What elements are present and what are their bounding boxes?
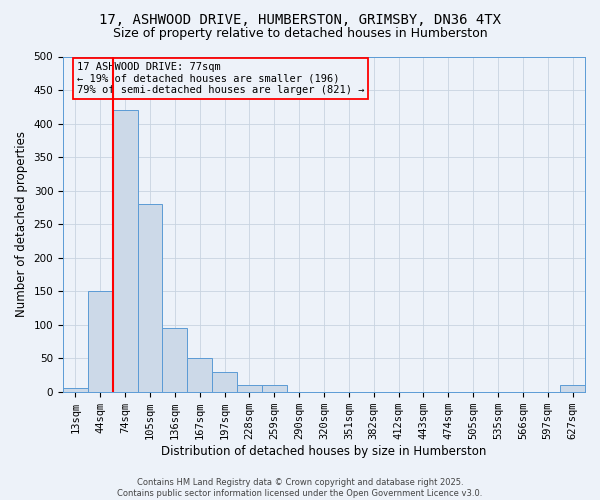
X-axis label: Distribution of detached houses by size in Humberston: Distribution of detached houses by size … xyxy=(161,444,487,458)
Bar xyxy=(262,385,287,392)
Bar xyxy=(137,204,163,392)
Bar xyxy=(88,291,113,392)
Bar xyxy=(63,388,88,392)
Bar xyxy=(163,328,187,392)
Text: Size of property relative to detached houses in Humberston: Size of property relative to detached ho… xyxy=(113,28,487,40)
Y-axis label: Number of detached properties: Number of detached properties xyxy=(15,131,28,317)
Bar xyxy=(113,110,137,392)
Text: Contains HM Land Registry data © Crown copyright and database right 2025.
Contai: Contains HM Land Registry data © Crown c… xyxy=(118,478,482,498)
Text: 17 ASHWOOD DRIVE: 77sqm
← 19% of detached houses are smaller (196)
79% of semi-d: 17 ASHWOOD DRIVE: 77sqm ← 19% of detache… xyxy=(77,62,364,95)
Bar xyxy=(187,358,212,392)
Bar xyxy=(237,385,262,392)
Text: 17, ASHWOOD DRIVE, HUMBERSTON, GRIMSBY, DN36 4TX: 17, ASHWOOD DRIVE, HUMBERSTON, GRIMSBY, … xyxy=(99,12,501,26)
Bar xyxy=(560,385,585,392)
Bar xyxy=(212,372,237,392)
